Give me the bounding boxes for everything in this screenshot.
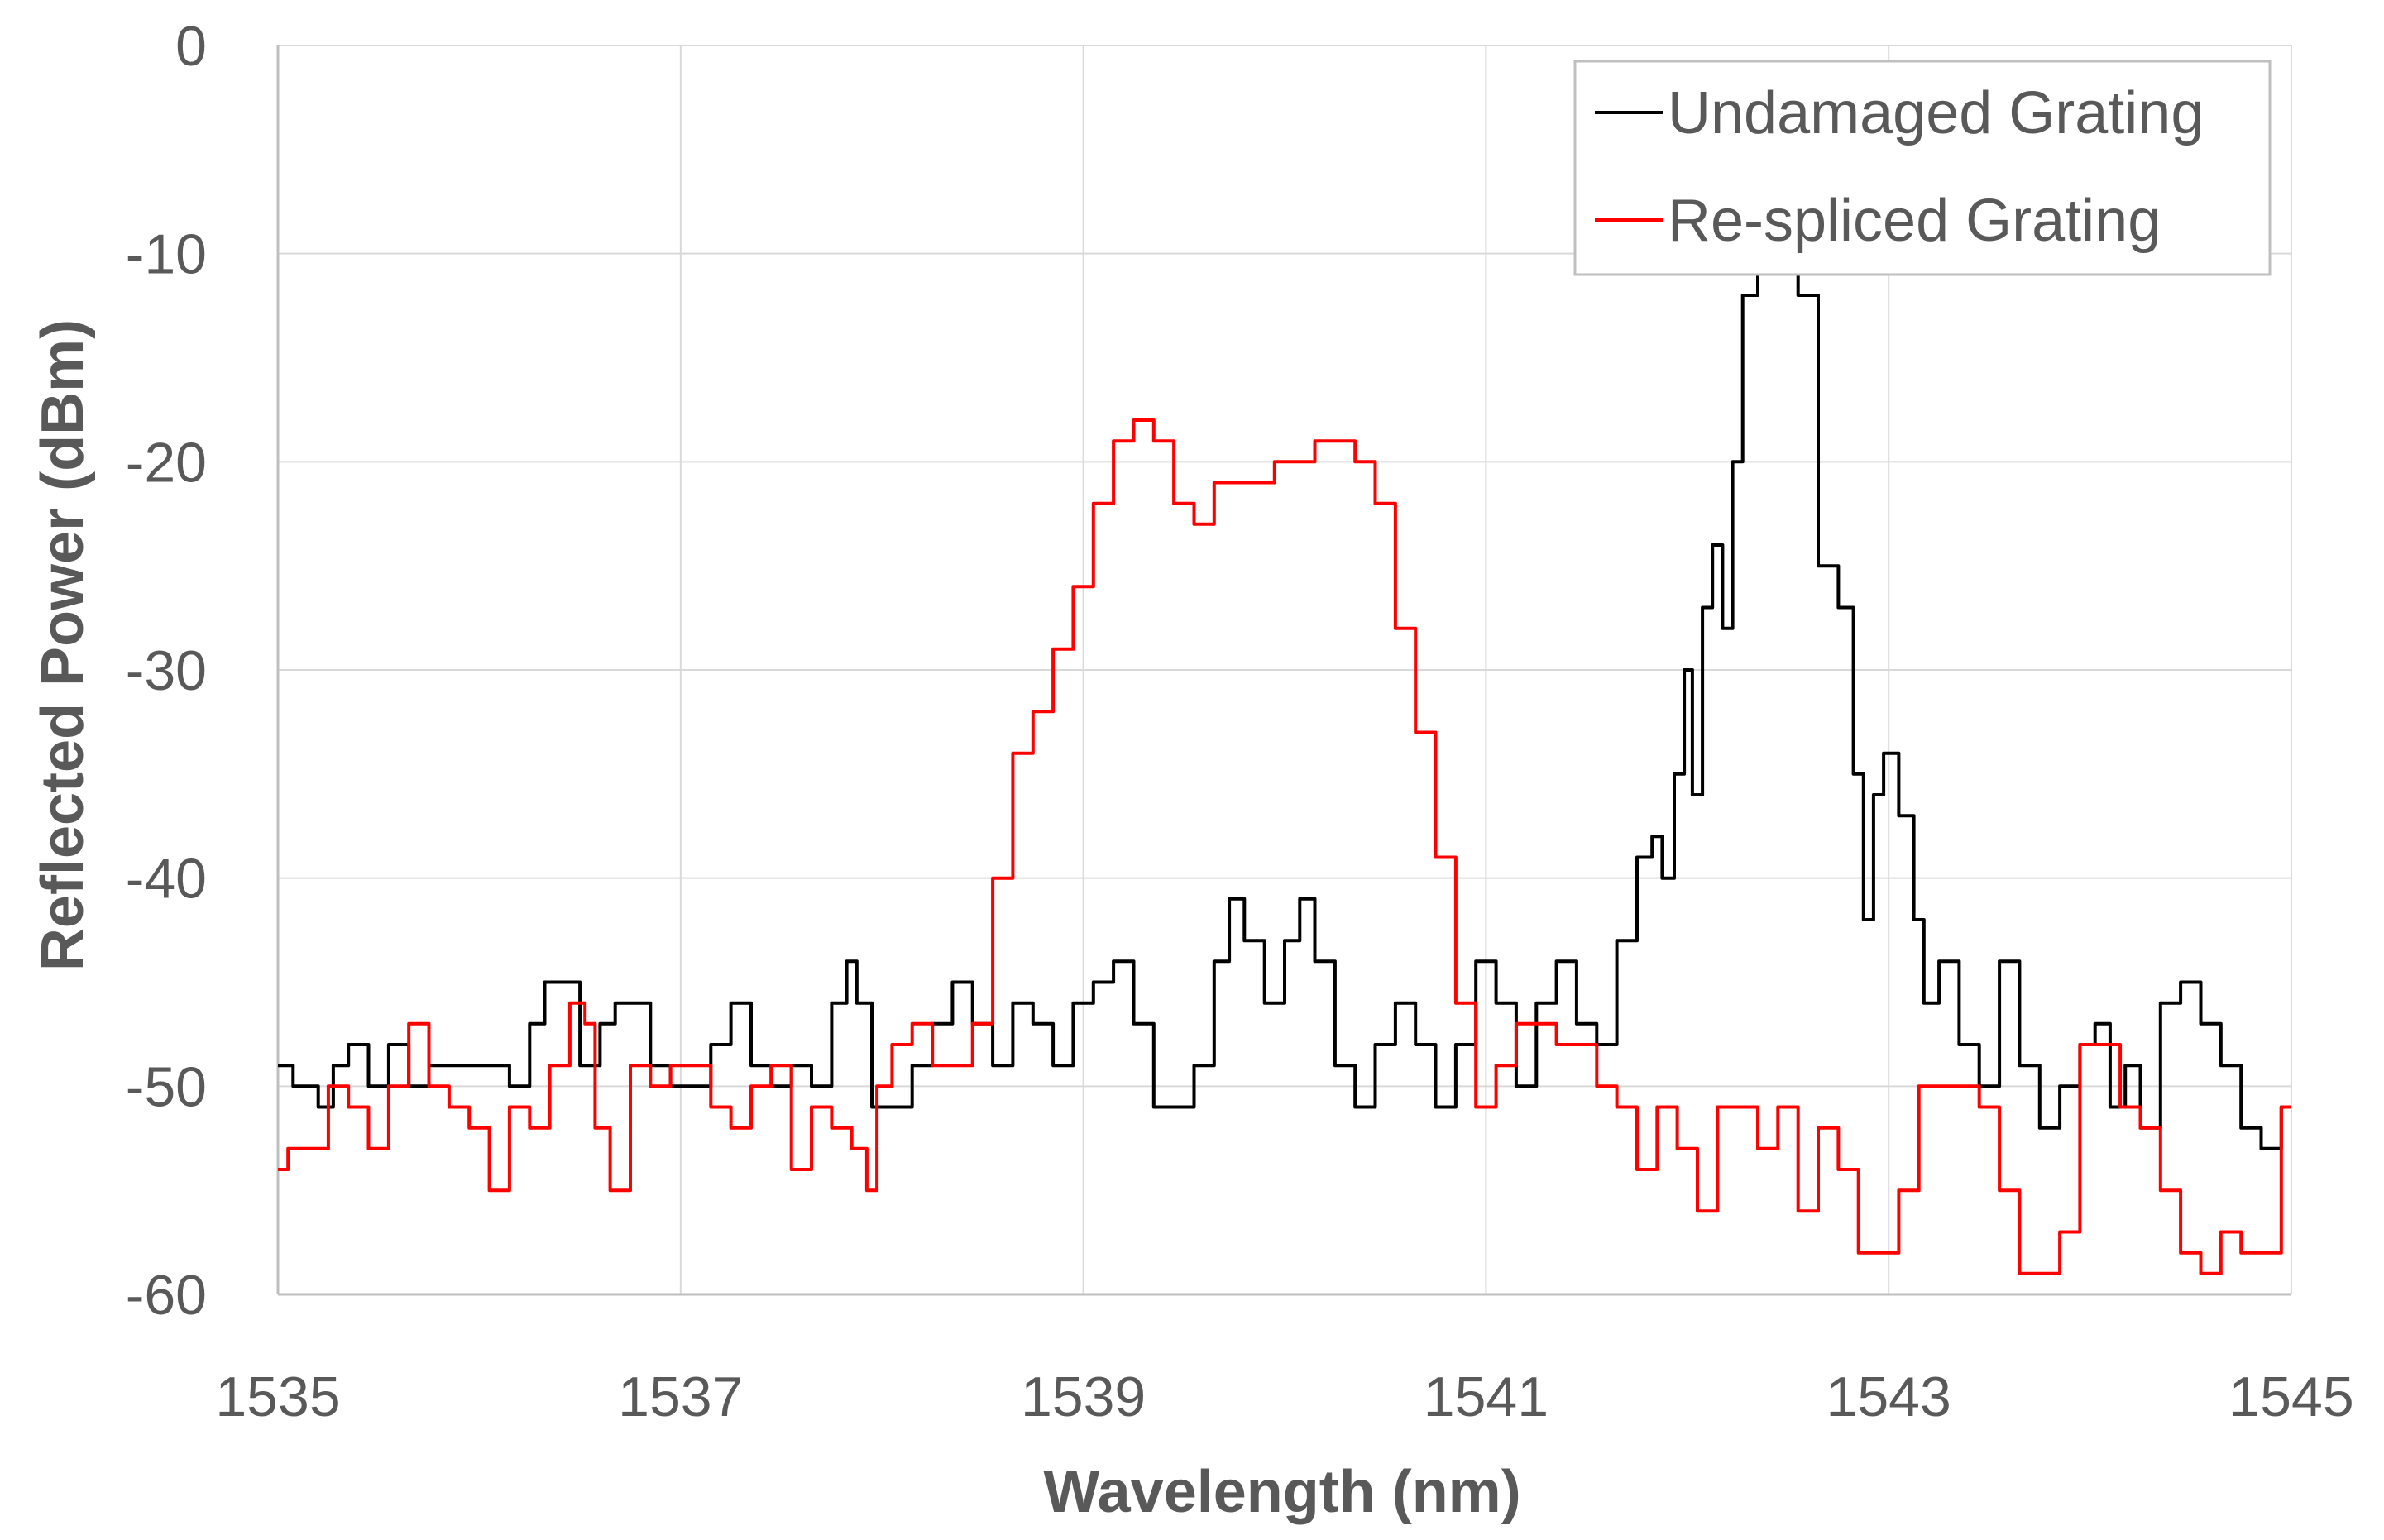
series-line-re-spliced-grating xyxy=(278,418,2291,1275)
y-tick-label-3: -30 xyxy=(126,639,207,702)
y-tick-label-6: -60 xyxy=(126,1264,207,1327)
x-tick-label-3: 1541 xyxy=(1424,1365,1549,1428)
x-tick-label-0: 1535 xyxy=(215,1365,340,1428)
y-tick-label-0: 0 xyxy=(175,15,207,78)
x-tick-label-1: 1537 xyxy=(618,1365,743,1428)
x-tick-label-5: 1545 xyxy=(2228,1365,2353,1428)
legend-label-undamaged: Undamaged Grating xyxy=(1668,80,2204,146)
y-tick-label-4: -40 xyxy=(126,848,207,911)
legend-label-respliced: Re-spliced Grating xyxy=(1668,188,2161,254)
y-tick-label-5: -50 xyxy=(126,1055,207,1118)
y-axis-title: Reflected Power (dBm) xyxy=(30,319,96,971)
legend: Undamaged Grating Re-spliced Grating xyxy=(1573,60,2272,276)
x-axis-title: Wavelength (nm) xyxy=(1043,1459,1520,1525)
series-layer xyxy=(278,189,2291,1275)
x-tick-label-2: 1539 xyxy=(1021,1365,1146,1428)
tick-labels: 1535 1537 1539 1541 1543 1545 0 -10 -20 -30 -40 -50… xyxy=(126,15,2354,1428)
y-tick-label-1: -10 xyxy=(126,223,207,286)
x-tick-label-4: 1543 xyxy=(1826,1365,1951,1428)
y-tick-label-2: -20 xyxy=(126,431,207,494)
legend-box xyxy=(1573,60,2272,276)
axis-layer xyxy=(276,45,2291,1296)
